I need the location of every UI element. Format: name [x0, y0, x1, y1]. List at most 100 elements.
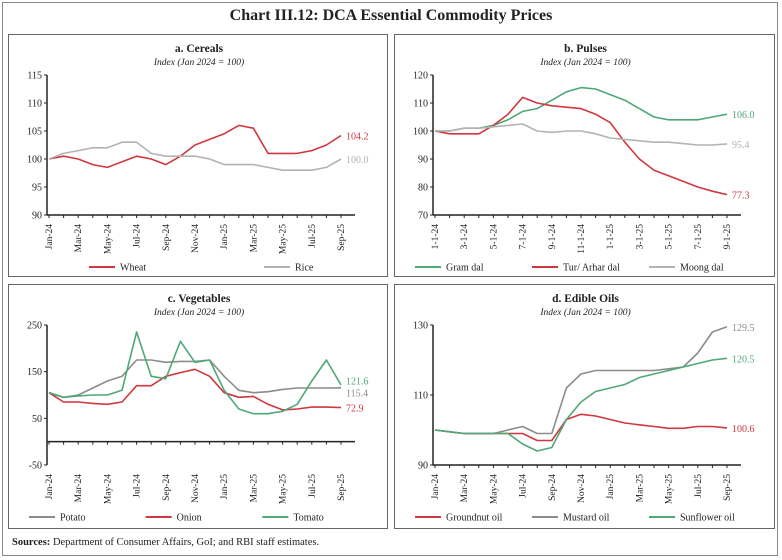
chart-title: c. Vegetables: [168, 293, 231, 305]
x-tick-label: Jan-24: [45, 474, 55, 500]
chart-subtitle: Index (Jan 2024 = 100): [153, 307, 244, 318]
panel-vegetables: c. Vegetables Index (Jan 2024 = 100) -50 50…: [8, 284, 388, 529]
legend-label: Tomato: [293, 513, 323, 524]
y-tick-label: 110: [413, 99, 428, 110]
x-tick-label: Nov-24: [191, 474, 201, 503]
x-tick-label: Sep-25: [723, 474, 733, 501]
x-tick-label: Nov-24: [191, 224, 201, 253]
y-tick-label: 110: [27, 99, 42, 110]
y-tick-label: -50: [29, 461, 42, 472]
x-tick-label: Jul-25: [694, 474, 704, 498]
x-tick-label: Sep-25: [337, 224, 347, 251]
legend-label: Mustard oil: [563, 513, 610, 524]
x-tick-label: 3-1-25: [635, 224, 645, 250]
legend-label: Sunflower oil: [680, 513, 735, 524]
x-tick-label: Jan-24: [45, 224, 55, 250]
panel-cereals: a. Cereals Index (Jan 2024 = 100) 90 95 100 1…: [8, 34, 388, 277]
end-value-label: 95.4: [732, 140, 750, 151]
x-tick-label: 9-1-25: [723, 224, 733, 250]
x-tick-label: Jul-25: [308, 474, 318, 498]
x-tick-label: 9-1-24: [548, 224, 558, 250]
series-line-wheat: [48, 124, 342, 169]
x-tick-label: Mar-24: [460, 474, 470, 503]
x-tick-label: Mar-25: [249, 224, 259, 253]
y-tick-label: 80: [418, 183, 428, 194]
x-tick-label: Sep-24: [162, 224, 172, 251]
x-tick-label: Jan-25: [220, 474, 230, 500]
x-tick-label: Jan-25: [220, 224, 230, 250]
legend-label: Wheat: [120, 263, 146, 274]
x-tick-label: Mar-24: [74, 474, 84, 503]
end-value-label: 106.0: [732, 110, 755, 121]
x-tick-label: 11-1-24: [577, 224, 587, 254]
sources-text: Department of Consumer Affairs, GoI; and…: [50, 537, 320, 548]
chart-subtitle: Index (Jan 2024 = 100): [153, 57, 244, 68]
y-tick-label: 90: [418, 155, 428, 166]
end-value-label: 115.4: [346, 388, 368, 399]
y-tick-label: 90: [418, 461, 428, 472]
chart-subtitle: Index (Jan 2024 = 100): [539, 57, 630, 68]
x-tick-label: Mar-24: [74, 224, 84, 253]
x-tick-label: Nov-24: [577, 474, 587, 503]
y-tick-label: 50: [32, 414, 42, 425]
x-tick-label: Sep-24: [162, 474, 172, 501]
series-line-mustard-oil: [434, 326, 728, 435]
series-line-tomato: [48, 331, 342, 415]
x-tick-label: 7-1-25: [694, 224, 704, 250]
chart-title: a. Cereals: [175, 43, 224, 55]
series-line-rice: [48, 141, 342, 171]
series-line-tur-arhar-dal: [434, 96, 728, 196]
sources-label: Sources:: [12, 537, 51, 548]
y-tick-label: 120: [413, 71, 428, 82]
series-line-onion: [48, 368, 342, 411]
end-value-label: 100.0: [346, 155, 369, 166]
x-tick-label: 1-1-24: [431, 224, 441, 250]
x-tick-label: Jan-24: [431, 474, 441, 500]
y-tick-label: 100: [413, 127, 428, 138]
end-value-label: 120.5: [732, 354, 755, 365]
legend-label: Moong dal: [680, 263, 724, 274]
x-tick-label: Sep-25: [337, 474, 347, 501]
legend-label: Potato: [60, 513, 86, 524]
end-value-label: 77.3: [732, 191, 750, 202]
x-tick-label: Mar-25: [635, 474, 645, 503]
legend-label: Gram dal: [446, 263, 484, 274]
chart-title: d. Edible Oils: [552, 293, 619, 305]
series-line-moong-dal: [435, 123, 728, 146]
x-tick-label: Jan-25: [606, 474, 616, 500]
x-tick-label: May-24: [489, 474, 499, 504]
x-tick-label: May-25: [279, 224, 289, 254]
sources-note: Sources: Department of Consumer Affairs,…: [12, 537, 319, 548]
x-tick-label: May-24: [103, 474, 113, 504]
end-value-label: 129.5: [732, 323, 755, 334]
vegetables-chart: c. Vegetables Index (Jan 2024 = 100) -50 50…: [27, 293, 369, 524]
legend-label: Onion: [177, 513, 202, 524]
end-value-label: 100.6: [732, 424, 755, 435]
y-tick-label: 250: [27, 321, 42, 332]
x-tick-label: Jul-24: [133, 474, 143, 498]
x-tick-label: 7-1-24: [519, 224, 529, 250]
x-tick-label: Sep-24: [548, 474, 558, 501]
x-tick-label: May-24: [103, 224, 113, 254]
y-tick-label: 90: [32, 211, 42, 222]
x-tick-label: 5-1-24: [489, 224, 499, 250]
pulses-chart: b. Pulses Index (Jan 2024 = 100) 70 80 90 100…: [413, 43, 755, 274]
chart-subtitle: Index (Jan 2024 = 100): [539, 307, 630, 318]
end-value-label: 72.9: [346, 404, 364, 415]
y-tick-label: 105: [27, 127, 42, 138]
series-line-potato: [48, 359, 342, 399]
y-tick-label: 110: [413, 391, 428, 402]
legend-label: Rice: [295, 263, 314, 274]
x-tick-label: 1-1-25: [606, 224, 616, 250]
y-tick-label: 150: [27, 367, 42, 378]
legend-label: Tur/ Arhar dal: [563, 263, 620, 274]
series-line-groundnut-oil: [434, 413, 728, 442]
series-line-sunflower-oil: [434, 357, 728, 452]
panel-pulses: b. Pulses Index (Jan 2024 = 100) 70 80 90 100…: [394, 34, 775, 277]
x-tick-label: Jul-25: [308, 224, 318, 248]
chart-title: b. Pulses: [564, 43, 607, 55]
panel-edible-oils: d. Edible Oils Index (Jan 2024 = 100) 90 11…: [394, 284, 775, 529]
figure-title: Chart III.12: DCA Essential Commodity Pr…: [229, 7, 553, 24]
